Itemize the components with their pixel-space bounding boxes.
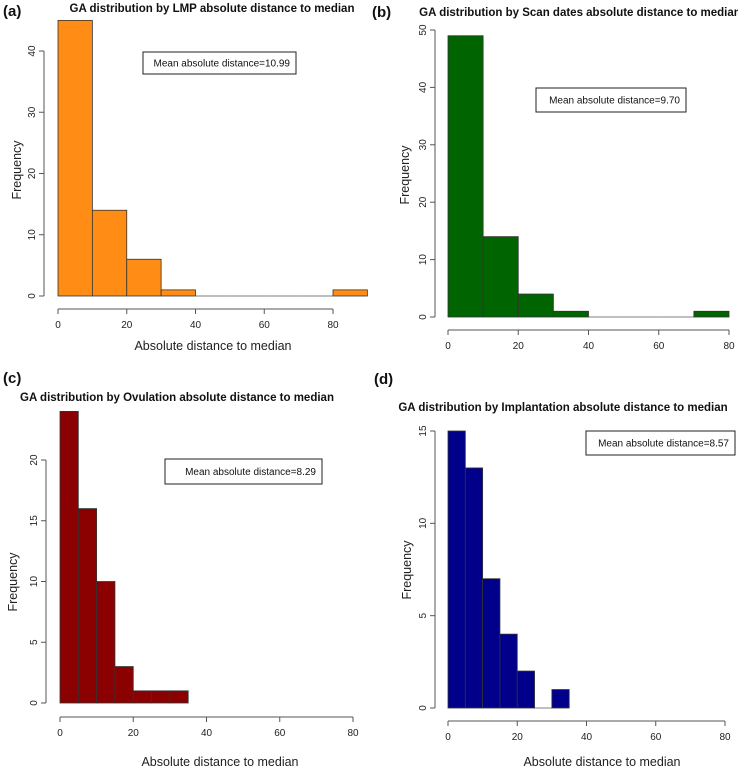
histogram-bar <box>169 690 189 704</box>
histogram-panel-d: 0 20 40 60 80 0 5 10 15 GA distribution by Implan… <box>374 371 736 767</box>
y-tick-label: 10 <box>418 517 429 529</box>
y-axis-label: Frequency <box>400 540 414 600</box>
x-tick-label: 60 <box>274 728 286 739</box>
x-tick-label: 20 <box>512 732 524 743</box>
y-tick-label: 40 <box>418 81 429 93</box>
histogram-bar <box>57 19 93 297</box>
histogram-bar <box>551 689 570 709</box>
x-tick-label: 20 <box>513 341 525 352</box>
histogram-bar <box>482 236 519 318</box>
x-tick-label: 80 <box>723 341 735 352</box>
histogram-bar <box>516 670 535 709</box>
y-tick-label: 5 <box>29 639 40 645</box>
y-tick-label: 10 <box>29 576 40 588</box>
x-tick-label: 60 <box>653 341 665 352</box>
x-axis-label: Absolute distance to median <box>134 339 291 353</box>
panel-label: (b) <box>372 4 391 21</box>
y-tick-label: 30 <box>418 139 429 151</box>
y-tick-label: 40 <box>27 45 38 57</box>
y-axis-label: Frequency <box>10 140 24 200</box>
chart-title: GA distribution by Implantation absolute… <box>398 402 727 414</box>
histogram-bar <box>447 35 484 318</box>
x-tick-label: 60 <box>259 320 271 331</box>
legend-frame <box>164 458 323 485</box>
x-axis-label: Absolute distance to median <box>523 755 680 767</box>
y-tick-label: 50 <box>418 24 429 36</box>
histogram-bar <box>114 666 134 704</box>
y-tick-label: 30 <box>27 106 38 118</box>
y-tick-label: 0 <box>29 700 40 706</box>
legend-box: Mean absolute distance=10.99 <box>142 51 297 75</box>
legend-text: Mean absolute distance=10.99 <box>154 59 291 70</box>
legend-frame <box>585 430 736 456</box>
y-tick-label: 10 <box>418 254 429 266</box>
y-tick-label: 0 <box>418 314 429 320</box>
histogram-bar <box>160 289 196 297</box>
histogram-bar <box>693 310 730 318</box>
x-tick-label: 0 <box>55 320 61 331</box>
y-tick-label: 0 <box>418 705 429 711</box>
y-tick-label: 20 <box>27 168 38 180</box>
y-tick-label: 20 <box>29 454 40 466</box>
x-tick-label: 0 <box>445 732 451 743</box>
histogram-bar <box>132 690 152 704</box>
legend-text: Mean absolute distance=8.57 <box>598 439 729 450</box>
y-axis-label: Frequency <box>6 552 20 612</box>
chart-title: GA distribution by LMP absolute distance… <box>70 3 355 15</box>
histogram-bar <box>482 578 501 709</box>
histogram-bar <box>91 209 128 297</box>
y-tick-label: 10 <box>27 229 38 241</box>
histogram-bar <box>151 690 171 704</box>
histogram-bar <box>332 289 368 297</box>
histogram-bar <box>499 633 518 709</box>
y-tick-label: 20 <box>418 196 429 208</box>
panel-label: (c) <box>3 370 21 387</box>
x-tick-label: 40 <box>201 728 213 739</box>
legend-frame <box>535 87 687 113</box>
histogram-panel-c: 0 20 40 60 80 0 5 10 15 20 GA distribution by Ovul… <box>3 370 359 767</box>
x-axis-label: Absolute distance to median <box>141 755 298 767</box>
legend-frame <box>142 51 297 75</box>
y-tick-label: 15 <box>29 515 40 527</box>
y-axis-label: Frequency <box>398 145 412 205</box>
x-tick-label: 0 <box>445 341 451 352</box>
x-tick-label: 20 <box>121 320 133 331</box>
x-tick-label: 0 <box>57 728 63 739</box>
x-tick-label: 80 <box>719 732 731 743</box>
legend-box: Mean absolute distance=9.70 <box>535 87 687 113</box>
panel-label: (d) <box>374 371 393 388</box>
histogram-panel-b: 0 20 40 60 80 0 10 20 30 40 50 GA distribution by S… <box>372 4 738 352</box>
x-tick-label: 20 <box>128 728 140 739</box>
histogram-bar <box>96 581 116 704</box>
y-tick-label: 0 <box>27 293 38 299</box>
histogram-bar <box>126 258 162 297</box>
histogram-bar <box>464 467 484 709</box>
histogram-bar <box>517 293 554 318</box>
histogram-bar <box>447 430 466 709</box>
x-tick-label: 80 <box>327 320 339 331</box>
histogram-bar <box>77 508 98 704</box>
legend-text: Mean absolute distance=9.70 <box>549 96 680 107</box>
x-tick-label: 60 <box>650 732 662 743</box>
x-tick-label: 80 <box>347 728 359 739</box>
histogram-bar <box>59 410 79 704</box>
panel-label: (a) <box>3 3 21 20</box>
legend-box: Mean absolute distance=8.57 <box>585 430 736 456</box>
x-tick-label: 40 <box>581 732 593 743</box>
chart-title: GA distribution by Ovulation absolute di… <box>20 392 334 404</box>
y-tick-label: 15 <box>418 425 429 437</box>
legend-box: Mean absolute distance=8.29 <box>164 458 323 485</box>
x-tick-label: 40 <box>190 320 202 331</box>
y-tick-label: 5 <box>418 612 429 618</box>
histogram-bar <box>552 310 589 318</box>
histogram-panel-a: 0 20 40 60 80 0 10 20 30 40 GA distribution by LMP… <box>3 3 368 353</box>
x-tick-label: 40 <box>583 341 595 352</box>
chart-title: GA distribution by Scan dates absolute d… <box>419 7 738 19</box>
legend-text: Mean absolute distance=8.29 <box>185 467 316 478</box>
